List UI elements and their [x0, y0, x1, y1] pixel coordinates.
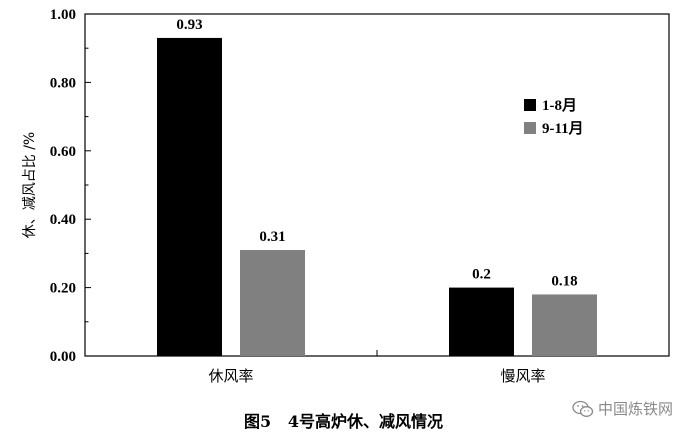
y-axis-label: 休、减风占比 /% — [22, 132, 38, 238]
x-axis-labels: 休风率 慢风率 — [208, 350, 546, 385]
legend-entry: 9-11月 — [542, 120, 584, 137]
y-axis: 0.00 0.20 0.40 0.60 0.80 1.00 — [50, 7, 91, 365]
legend-swatch — [524, 99, 536, 111]
bar — [532, 294, 597, 356]
legend: 1-8月 9-11月 — [524, 97, 584, 137]
y-tick-label: 0.00 — [50, 349, 76, 365]
legend-entry: 1-8月 — [542, 97, 577, 114]
y-tick-label: 0.40 — [50, 212, 76, 228]
wechat-icon — [572, 400, 594, 417]
y-tick-label: 0.80 — [50, 75, 76, 91]
data-label: 0.31 — [259, 229, 285, 245]
figure-caption: 图5 4号高炉休、减风情况 — [244, 412, 443, 431]
category-label: 休风率 — [208, 367, 253, 385]
bar — [157, 37, 222, 356]
y-tick-label: 1.00 — [50, 7, 76, 23]
bars: 0.93 0.31 0.2 0.18 — [157, 17, 597, 356]
legend-swatch — [524, 122, 536, 134]
bar — [240, 249, 305, 356]
bar-chart: 0.00 0.20 0.40 0.60 0.80 1.00 0.93 0.31 0.2 0.18… — [22, 7, 670, 385]
bar — [449, 287, 514, 356]
data-label: 0.18 — [551, 273, 577, 289]
category-label: 慢风率 — [500, 367, 545, 385]
data-label: 0.2 — [472, 267, 491, 283]
data-label: 0.93 — [176, 17, 202, 33]
y-tick-label: 0.20 — [50, 281, 76, 297]
watermark-text: 中国炼铁网 — [597, 400, 673, 418]
y-tick-label: 0.60 — [50, 144, 76, 160]
watermark: 中国炼铁网 — [572, 398, 673, 419]
